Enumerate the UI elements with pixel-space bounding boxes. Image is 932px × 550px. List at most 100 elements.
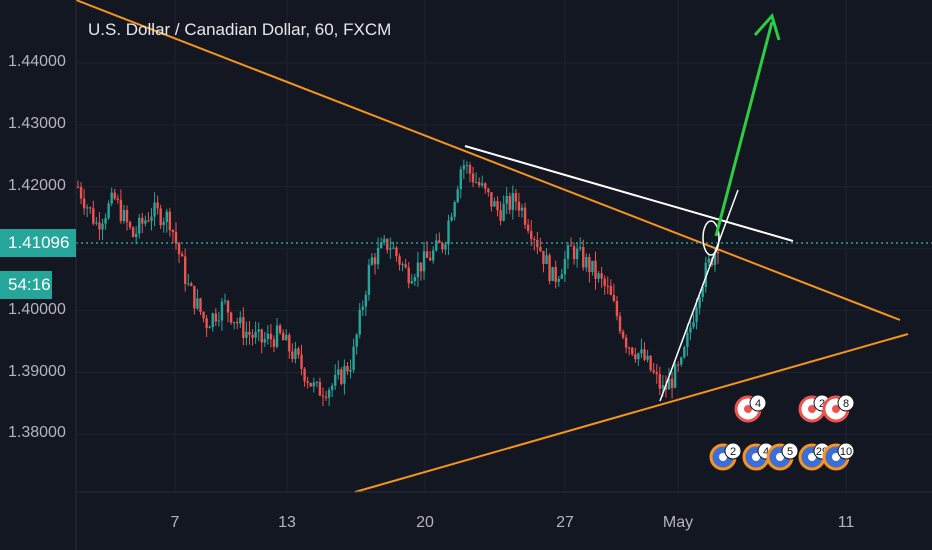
candle-body [618, 316, 622, 332]
candle-body [171, 230, 175, 233]
candle-body [281, 332, 285, 341]
candle-body [490, 192, 493, 207]
candle-body [269, 333, 273, 340]
candle-body [713, 251, 717, 266]
event-flag-count: 5 [787, 446, 793, 458]
candle-body [404, 264, 407, 268]
candle-body [520, 207, 524, 211]
candle-body [386, 238, 389, 250]
bullish-arrow-head [753, 12, 781, 41]
candle-body [606, 285, 609, 287]
candle-body [566, 245, 570, 259]
candle-body [266, 333, 270, 340]
resistance-line [464, 145, 794, 242]
candle-body [324, 396, 328, 398]
candle-body [664, 385, 668, 390]
time-tick-label: 13 [278, 514, 296, 531]
candle-body [383, 238, 386, 243]
candle-body [585, 257, 588, 268]
candle-body [337, 369, 340, 375]
candle-body [545, 255, 548, 264]
canada-event-flag: 8 [822, 394, 855, 423]
candle-body [76, 186, 80, 188]
candle-body [254, 331, 257, 338]
candle-body [459, 169, 462, 190]
candle-body [285, 335, 288, 341]
candle-body [82, 198, 86, 209]
event-flag-count: 10 [840, 446, 852, 458]
candle-body [168, 211, 172, 231]
candle-body [640, 349, 643, 354]
candle-body [428, 257, 432, 261]
candle-body [330, 385, 334, 390]
candle-body [340, 369, 343, 384]
candle-body [275, 325, 279, 347]
chart-title: U.S. Dollar / Canadian Dollar, 60, FXCM [88, 20, 392, 39]
event-flag-count: 8 [843, 398, 849, 410]
candle-body [174, 232, 178, 244]
time-tick-label: May [662, 514, 694, 531]
candle-body [484, 183, 487, 189]
candle-body [150, 216, 153, 221]
candle-body [85, 207, 89, 209]
candle-body [165, 211, 169, 222]
price-tick-label: 1.39000 [8, 362, 66, 380]
candle-body [407, 267, 410, 284]
candle-body [220, 301, 224, 321]
candle-body [291, 351, 294, 360]
candle-body [205, 318, 208, 329]
candle-body [116, 198, 120, 200]
candle-body [716, 251, 720, 254]
candle-body [361, 306, 364, 310]
candle-body [248, 331, 251, 335]
candle-body [379, 242, 383, 248]
candle-body [153, 202, 156, 217]
candle-body [232, 322, 236, 324]
candle-body [89, 207, 92, 209]
candle-body [514, 193, 518, 202]
candle-body [288, 335, 291, 352]
candle-body [624, 337, 628, 348]
candle-body [349, 369, 352, 372]
candle-body [637, 353, 640, 360]
candle-body [615, 300, 619, 317]
candle-body [119, 199, 123, 222]
candle-body [334, 374, 337, 386]
candle-body [643, 349, 646, 360]
candle-body [560, 274, 564, 279]
candlestick-series [76, 159, 720, 407]
candle-body [698, 296, 701, 308]
candle-body [447, 220, 450, 245]
candle-body [695, 307, 698, 322]
price-tick-label: 1.38000 [8, 424, 66, 442]
candle-body [413, 277, 417, 282]
candle-body [263, 339, 266, 343]
candle-body [686, 332, 689, 348]
candle-body [401, 264, 404, 266]
current-price-badge: 1.41096 [0, 229, 76, 257]
candle-body [634, 354, 637, 360]
candle-body [214, 313, 217, 322]
candle-body [474, 181, 478, 183]
candle-countdown-badge: 54:16 [0, 271, 52, 299]
candle-body [352, 346, 355, 370]
candle-body [364, 294, 368, 307]
candle-body [138, 217, 141, 234]
candle-body [588, 257, 591, 273]
candle-body [318, 382, 322, 396]
candle-body [125, 209, 129, 223]
event-flag-count: 4 [763, 446, 769, 458]
candle-body [667, 378, 671, 390]
candle-body [530, 230, 533, 240]
candle-body [373, 257, 377, 265]
candle-body [79, 187, 83, 199]
candle-body [199, 298, 202, 312]
candle-body [548, 255, 551, 281]
candle-body [533, 239, 536, 241]
candle-body [131, 227, 135, 238]
candle-body [180, 254, 184, 257]
candle-body [539, 247, 542, 252]
candle-body [435, 240, 438, 251]
candle-body [621, 331, 625, 338]
